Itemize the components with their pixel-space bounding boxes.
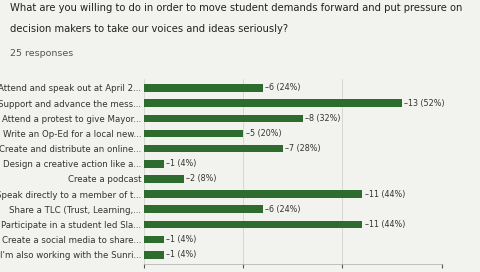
- Bar: [144, 115, 303, 122]
- Bar: [144, 221, 362, 228]
- Text: –6 (24%): –6 (24%): [265, 84, 301, 92]
- Text: 25 responses: 25 responses: [10, 49, 73, 58]
- Bar: [144, 175, 184, 183]
- Text: –1 (4%): –1 (4%): [166, 159, 197, 168]
- Bar: [144, 84, 263, 92]
- Bar: [144, 99, 402, 107]
- Bar: [144, 145, 283, 152]
- Text: What are you willing to do in order to move student demands forward and put pres: What are you willing to do in order to m…: [10, 3, 462, 13]
- Bar: [144, 130, 243, 137]
- Bar: [144, 160, 164, 168]
- Bar: [144, 190, 362, 198]
- Bar: [144, 236, 164, 243]
- Text: –1 (4%): –1 (4%): [166, 250, 197, 259]
- Text: –2 (8%): –2 (8%): [186, 174, 216, 183]
- Text: –11 (44%): –11 (44%): [365, 190, 405, 199]
- Bar: [144, 251, 164, 258]
- Text: –13 (52%): –13 (52%): [404, 99, 445, 108]
- Bar: [144, 205, 263, 213]
- Text: –1 (4%): –1 (4%): [166, 235, 197, 244]
- Text: –11 (44%): –11 (44%): [365, 220, 405, 229]
- Text: –6 (24%): –6 (24%): [265, 205, 301, 214]
- Text: decision makers to take our voices and ideas seriously?: decision makers to take our voices and i…: [10, 24, 288, 35]
- Text: –7 (28%): –7 (28%): [285, 144, 321, 153]
- Text: –8 (32%): –8 (32%): [305, 114, 341, 123]
- Text: –5 (20%): –5 (20%): [246, 129, 281, 138]
